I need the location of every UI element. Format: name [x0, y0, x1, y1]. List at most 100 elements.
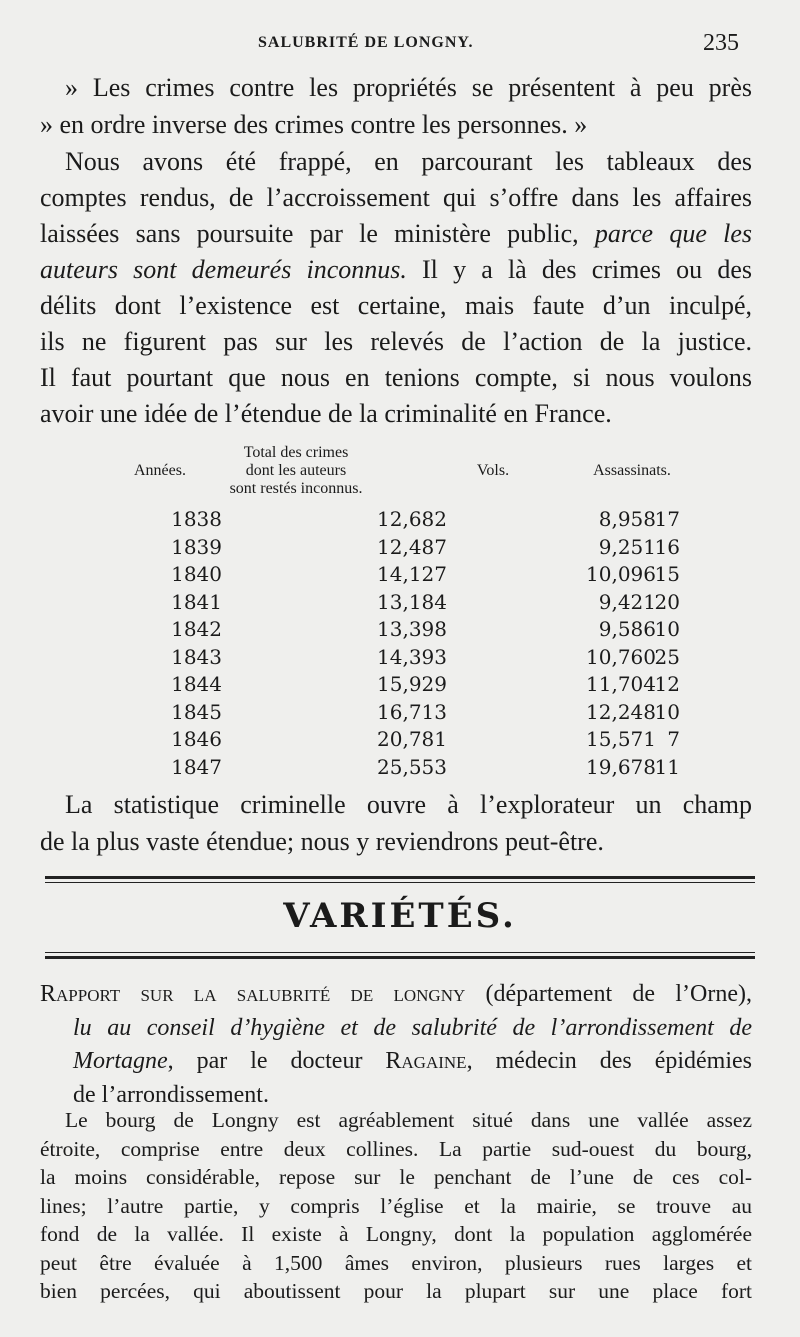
thefts-cell: 11,704	[586, 672, 656, 696]
murders-cell: 10	[654, 617, 680, 641]
quote-paragraph-line: » en ordre inverse des crimes contre les…	[40, 107, 752, 143]
year-cell: 1847	[171, 754, 222, 779]
section-rule-top	[45, 876, 755, 879]
italic-text: Mortagne	[73, 1048, 168, 1074]
year-cell: 1842	[171, 617, 222, 641]
year-cell: 1840	[171, 562, 222, 586]
unknown-authors-cell: 20,781	[377, 727, 447, 751]
unknown-authors-cell: 15,929	[377, 672, 447, 696]
unknown-authors-cell: 25,553	[377, 754, 447, 779]
murders-cell: 17	[654, 507, 680, 531]
quote-paragraph-line: » Les crimes contre les propriétés se pr…	[65, 70, 752, 106]
report-heading-line: lu au conseil d’hygiène et de salubrité …	[73, 1012, 752, 1045]
year-cell: 1838	[171, 507, 222, 531]
thefts-cell: 15,571	[586, 727, 656, 751]
text-span: Nous avons été frappé, en parcourant les…	[65, 147, 752, 176]
thefts-cell: 10,096	[586, 562, 656, 586]
main-paragraph-line: laissées sans poursuite par le ministère…	[40, 216, 752, 252]
table-header: Assassinats.	[593, 462, 671, 479]
page-number: 235	[703, 30, 739, 56]
text-span: de l’arrondissement.	[73, 1081, 269, 1108]
year-cell: 1843	[171, 644, 222, 669]
text-span: peut être évaluée à 1,500 âmes environ, …	[40, 1250, 752, 1275]
report-paragraph-line: peut être évaluée à 1,500 âmes environ, …	[40, 1249, 752, 1277]
main-paragraph-line: avoir une idée de l’étendue de la crimin…	[40, 396, 752, 432]
main-paragraph-line: Nous avons été frappé, en parcourant les…	[65, 144, 752, 180]
year-cell: 1841	[171, 589, 222, 614]
unknown-authors-cell: 16,713	[377, 699, 447, 724]
murders-cell: 10	[654, 699, 680, 724]
running-title: SALUBRITÉ DE LONGNY.	[258, 34, 474, 51]
section-rule-top-thin	[45, 882, 755, 883]
text-span: étroite, comprise entre deux collines. L…	[40, 1136, 752, 1161]
murders-cell: 16	[654, 534, 680, 559]
thefts-cell: 19,678	[586, 754, 656, 779]
text-span: Il faut pourtant que nous en tenions com…	[40, 363, 752, 392]
text-span: fond de la vallée. Il existe à Longny, d…	[40, 1222, 752, 1246]
murders-cell: 25	[654, 644, 680, 669]
unknown-authors-cell: 12,487	[377, 534, 447, 559]
section-rule-bottom-thin	[45, 952, 755, 953]
report-paragraph-line: lines; l’autre partie, y compris l’églis…	[40, 1192, 752, 1220]
year-cell: 1845	[171, 699, 222, 724]
report-paragraph-line: Le bourg de Longny est agréablement situ…	[65, 1106, 752, 1134]
main-paragraph-line: ils ne figurent pas sur les relevés de l…	[40, 324, 752, 360]
unknown-authors-cell: 14,127	[377, 562, 447, 586]
text-span: Il y a là des crimes ou des	[406, 255, 752, 284]
text-span: ils ne figurent pas sur les relevés de l…	[40, 327, 752, 356]
report-paragraph-line: étroite, comprise entre deux collines. L…	[40, 1135, 752, 1163]
text-span: La statistique criminelle ouvre à l’expl…	[65, 790, 752, 819]
main-paragraph-line: délits dont l’existence est certaine, ma…	[40, 288, 752, 324]
unknown-authors-cell: 13,184	[377, 589, 447, 614]
text-span: comptes rendus, de l’accroissement qui s…	[40, 183, 752, 212]
murders-cell: 7	[667, 727, 680, 751]
thefts-cell: 12,248	[586, 699, 656, 724]
main-paragraph-line: Il faut pourtant que nous en tenions com…	[40, 360, 752, 396]
report-paragraph-line: la moins considérable, repose sur le pen…	[40, 1163, 752, 1191]
text-span: avoir une idée de l’étendue de la crimin…	[40, 399, 612, 428]
report-heading-line: de l’arrondissement.	[73, 1079, 752, 1112]
unknown-authors-cell: 13,398	[377, 617, 447, 641]
italic-text: auteurs sont demeurés inconnus.	[40, 255, 407, 284]
year-cell: 1844	[171, 672, 222, 696]
text-span: » en ordre inverse des crimes contre les…	[40, 110, 588, 139]
text-span: la moins considérable, repose sur le pen…	[40, 1165, 752, 1189]
text-span: lines; l’autre partie, y compris l’églis…	[40, 1193, 752, 1218]
main-paragraph-line: auteurs sont demeurés inconnus. Il y a l…	[40, 252, 752, 288]
text-span: bien percées, qui aboutissent pour la pl…	[40, 1279, 752, 1303]
section-title: VARIÉTÉS.	[283, 896, 517, 936]
thefts-cell: 8,958	[598, 507, 656, 531]
table-header: Vols.	[476, 462, 510, 479]
murders-cell: 15	[654, 562, 680, 586]
report-paragraph-line: bien percées, qui aboutissent pour la pl…	[40, 1277, 752, 1305]
main-paragraph-line: comptes rendus, de l’accroissement qui s…	[40, 180, 752, 216]
table-header: Total des crimes dont les auteurs sont r…	[229, 444, 363, 497]
report-paragraph-line: fond de la vallée. Il existe à Longny, d…	[40, 1220, 752, 1248]
report-heading-line: Mortagne, par le docteur Ragaine, médeci…	[73, 1045, 752, 1078]
section-rule-bottom	[45, 956, 755, 959]
thefts-cell: 9,251	[598, 534, 656, 559]
year-cell: 1846	[171, 727, 222, 751]
murders-cell: 20	[654, 589, 680, 614]
unknown-authors-cell: 14,393	[377, 644, 447, 669]
statistics-paragraph-line: de la plus vaste étendue; nous y reviend…	[40, 824, 752, 860]
unknown-authors-cell: 12,682	[377, 507, 447, 531]
italic-text: parce que les	[594, 219, 752, 248]
murders-cell: 12	[654, 672, 680, 696]
small-caps-text: Ragaine	[385, 1048, 467, 1074]
report-heading-line: Rapport sur la salubrité de longny (dépa…	[40, 978, 752, 1011]
murders-cell: 11	[654, 754, 680, 779]
text-span: » Les crimes contre les propriétés se pr…	[65, 73, 752, 102]
thefts-cell: 10,760	[586, 644, 656, 669]
year-cell: 1839	[171, 534, 222, 559]
thefts-cell: 9,586	[598, 617, 656, 641]
text-span: délits dont l’existence est certaine, ma…	[40, 291, 752, 320]
text-span: de la plus vaste étendue; nous y reviend…	[40, 827, 604, 856]
small-caps-text: Rapport sur la salubrité de longny	[40, 981, 466, 1007]
text-span: , par le docteur	[167, 1048, 386, 1074]
statistics-paragraph-line: La statistique criminelle ouvre à l’expl…	[65, 787, 752, 823]
text-span: laissées sans poursuite par le ministère…	[40, 219, 595, 248]
text-span: Le bourg de Longny est agréablement situ…	[65, 1108, 752, 1132]
table-header: Années.	[134, 462, 186, 479]
text-span: (département de l’Orne),	[465, 981, 752, 1007]
